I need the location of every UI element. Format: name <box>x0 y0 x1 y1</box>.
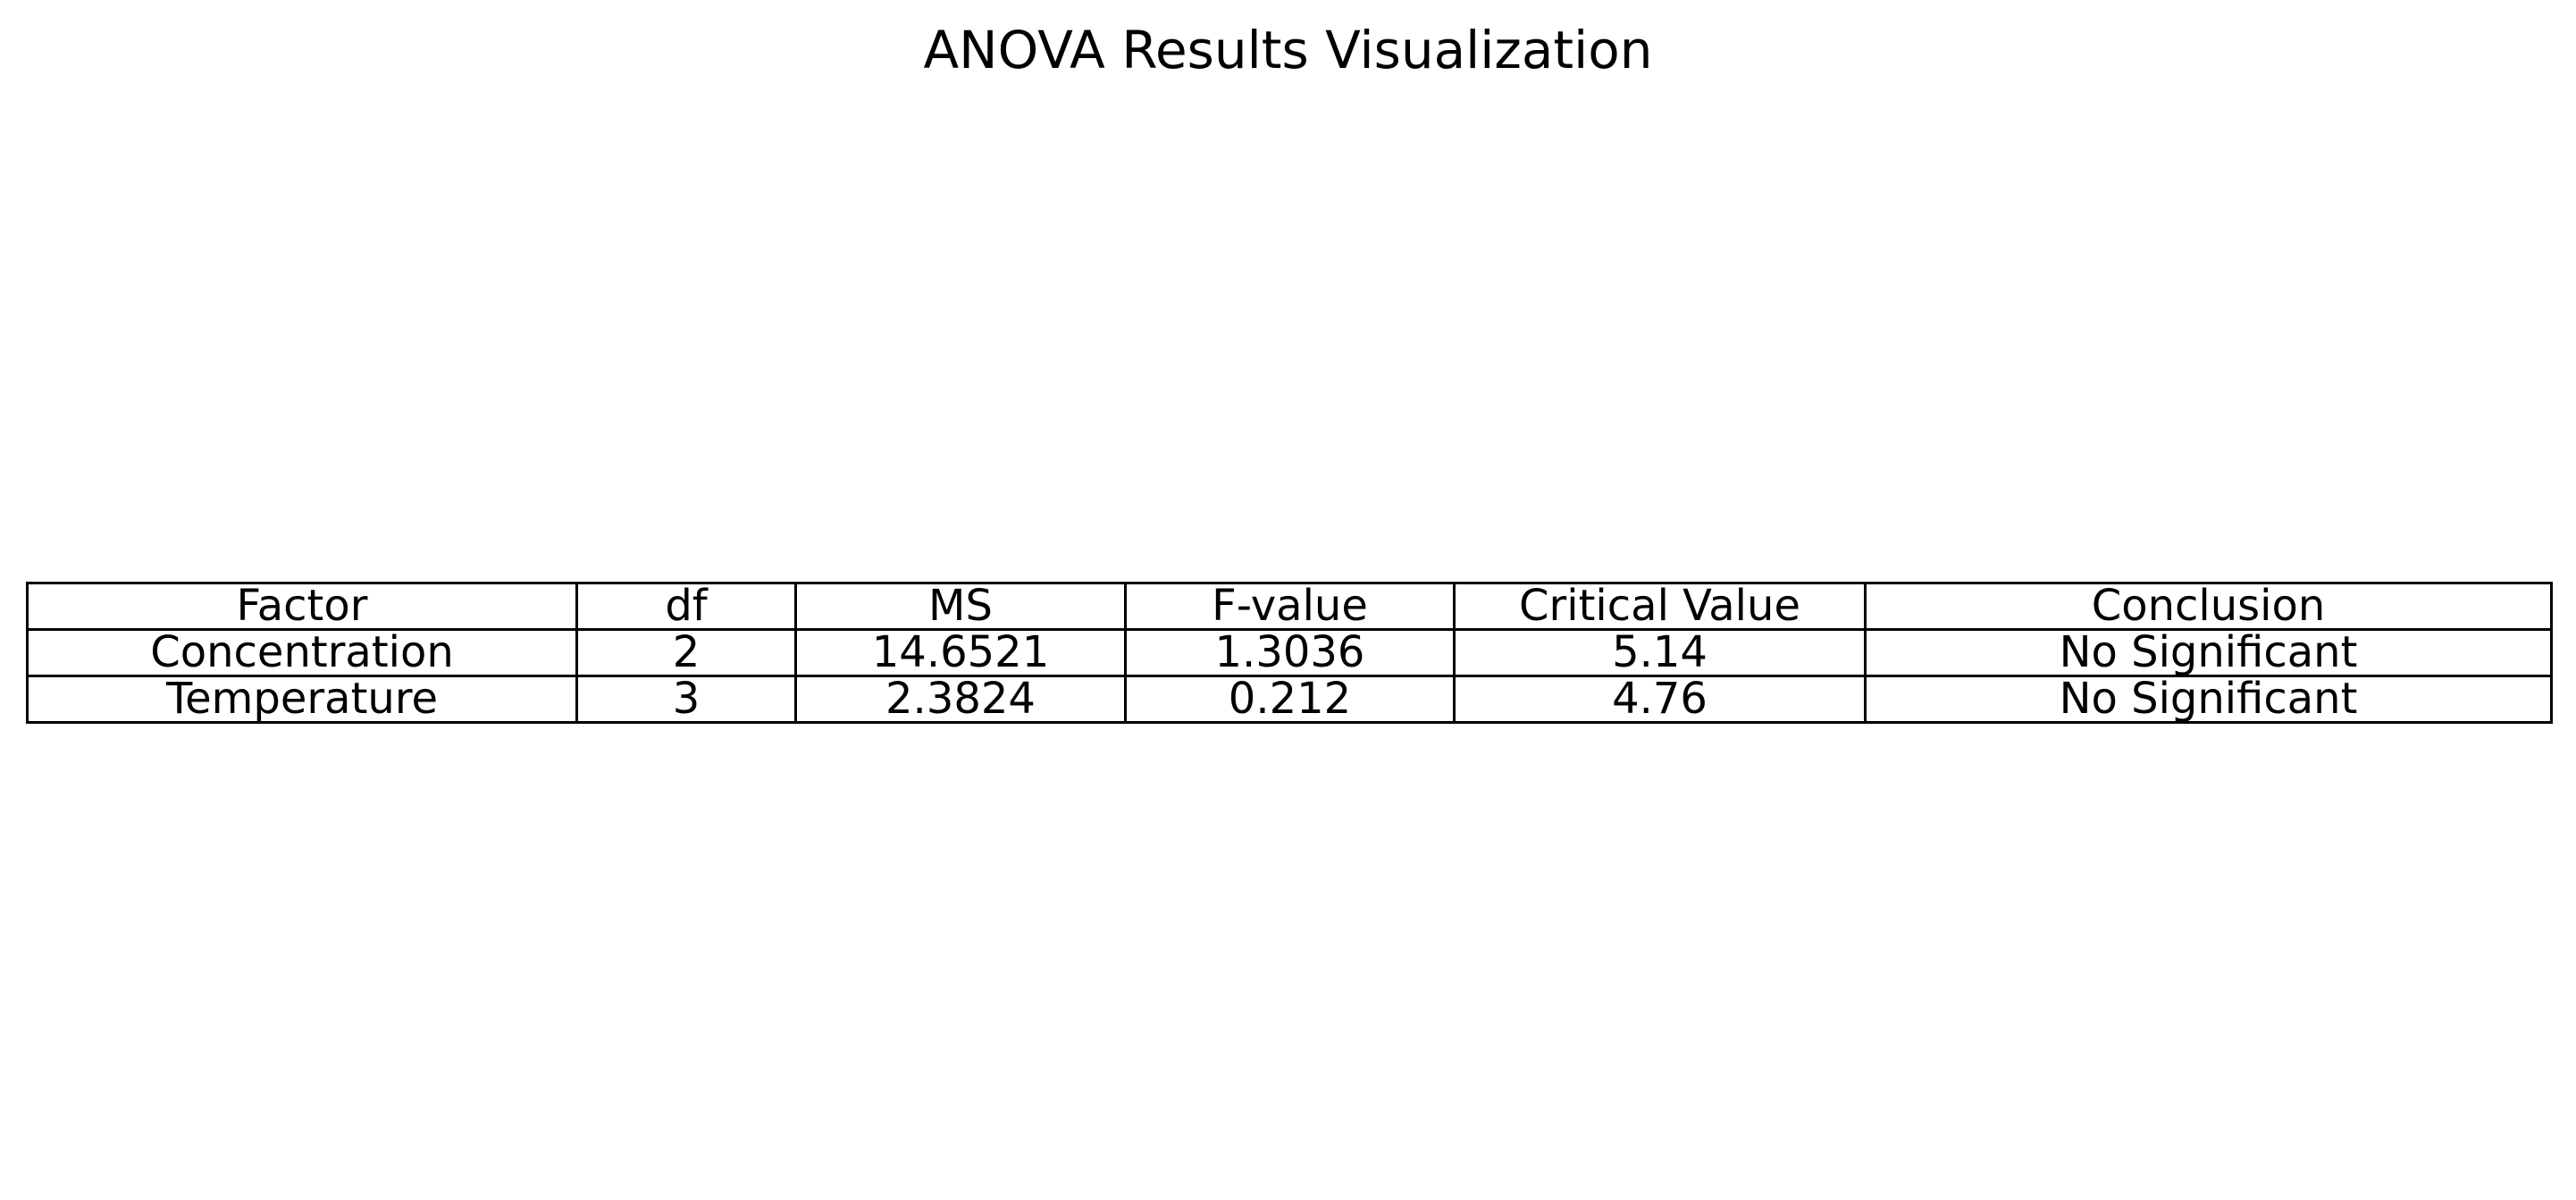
cell-conclusion: No Significant <box>1864 675 2553 724</box>
cell-factor: Concentration <box>26 628 578 677</box>
anova-results-table: Factor df MS F-value Critical Value Conc… <box>26 582 2553 724</box>
cell-f-value: 0.212 <box>1124 675 1456 724</box>
header-conclusion: Conclusion <box>1864 582 2553 631</box>
table-row: Concentration 2 14.6521 1.3036 5.14 No S… <box>26 628 2553 677</box>
cell-critical-value: 4.76 <box>1453 675 1867 724</box>
cell-f-value: 1.3036 <box>1124 628 1456 677</box>
header-factor: Factor <box>26 582 578 631</box>
header-ms: MS <box>794 582 1127 631</box>
cell-conclusion: No Significant <box>1864 628 2553 677</box>
cell-df: 3 <box>575 675 797 724</box>
header-f-value: F-value <box>1124 582 1456 631</box>
cell-factor: Temperature <box>26 675 578 724</box>
cell-ms: 2.3824 <box>794 675 1127 724</box>
header-critical-value: Critical Value <box>1453 582 1867 631</box>
chart-title: ANOVA Results Visualization <box>923 20 1653 80</box>
table-row: Temperature 3 2.3824 0.212 4.76 No Signi… <box>26 675 2553 724</box>
cell-ms: 14.6521 <box>794 628 1127 677</box>
table-header-row: Factor df MS F-value Critical Value Conc… <box>26 582 2553 631</box>
cell-critical-value: 5.14 <box>1453 628 1867 677</box>
cell-df: 2 <box>575 628 797 677</box>
header-df: df <box>575 582 797 631</box>
